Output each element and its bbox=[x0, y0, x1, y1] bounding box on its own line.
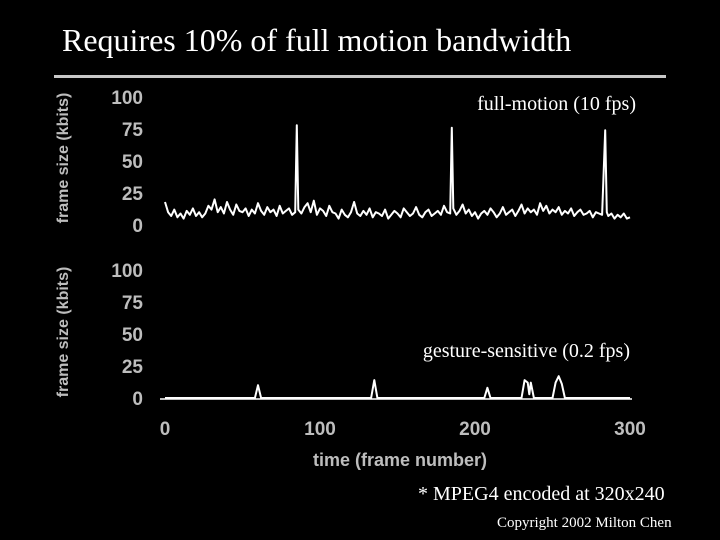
x-tick-label-200: 200 bbox=[459, 419, 491, 440]
chart-gesture-sensitive-xticks: 0 100 200 300 bbox=[160, 419, 646, 440]
y-tick-label-25: 25 bbox=[122, 184, 144, 205]
chart-gesture-sensitive-series-label: gesture-sensitive (0.2 fps) bbox=[423, 340, 630, 362]
copyright-notice: Copyright 2002 Milton Chen bbox=[497, 515, 672, 531]
chart-full-motion-ylabel: frame size (kbits) bbox=[55, 93, 72, 224]
encoding-footnote: * MPEG4 encoded at 320x240 bbox=[418, 483, 665, 505]
y-tick-label-100: 100 bbox=[111, 261, 143, 282]
chart-gesture-sensitive-series-line bbox=[165, 375, 630, 399]
chart-full-motion-yticks: 0 25 50 75 100 bbox=[111, 88, 143, 237]
chart-full-motion-series-line bbox=[164, 124, 631, 220]
chart-gesture-sensitive-yticks: 0 25 50 75 100 bbox=[111, 261, 143, 410]
y-tick-label-75: 75 bbox=[122, 120, 144, 141]
y-tick-label-0: 0 bbox=[132, 216, 143, 237]
x-tick-label-0: 0 bbox=[160, 419, 171, 440]
chart-gesture-sensitive-ylabel: frame size (kbits) bbox=[55, 267, 72, 398]
chart-gesture-sensitive-xlabel: time (frame number) bbox=[313, 450, 487, 470]
y-tick-label-50: 50 bbox=[122, 325, 143, 346]
chart-gesture-sensitive: frame size (kbits) 0 25 50 75 100 0 100 200 300… bbox=[55, 261, 646, 470]
y-tick-label-75: 75 bbox=[122, 293, 144, 314]
y-tick-label-0: 0 bbox=[132, 389, 143, 410]
y-tick-label-25: 25 bbox=[122, 357, 144, 378]
chart-full-motion: frame size (kbits) 0 25 50 75 100 full-motio… bbox=[55, 88, 636, 237]
title-divider bbox=[54, 75, 666, 78]
y-tick-label-50: 50 bbox=[122, 152, 143, 173]
x-tick-label-300: 300 bbox=[614, 419, 646, 440]
y-tick-label-100: 100 bbox=[111, 88, 143, 109]
slide-title: Requires 10% of full motion bandwidth bbox=[62, 22, 572, 58]
chart-full-motion-series-label: full-motion (10 fps) bbox=[477, 93, 636, 115]
x-tick-label-100: 100 bbox=[304, 419, 336, 440]
